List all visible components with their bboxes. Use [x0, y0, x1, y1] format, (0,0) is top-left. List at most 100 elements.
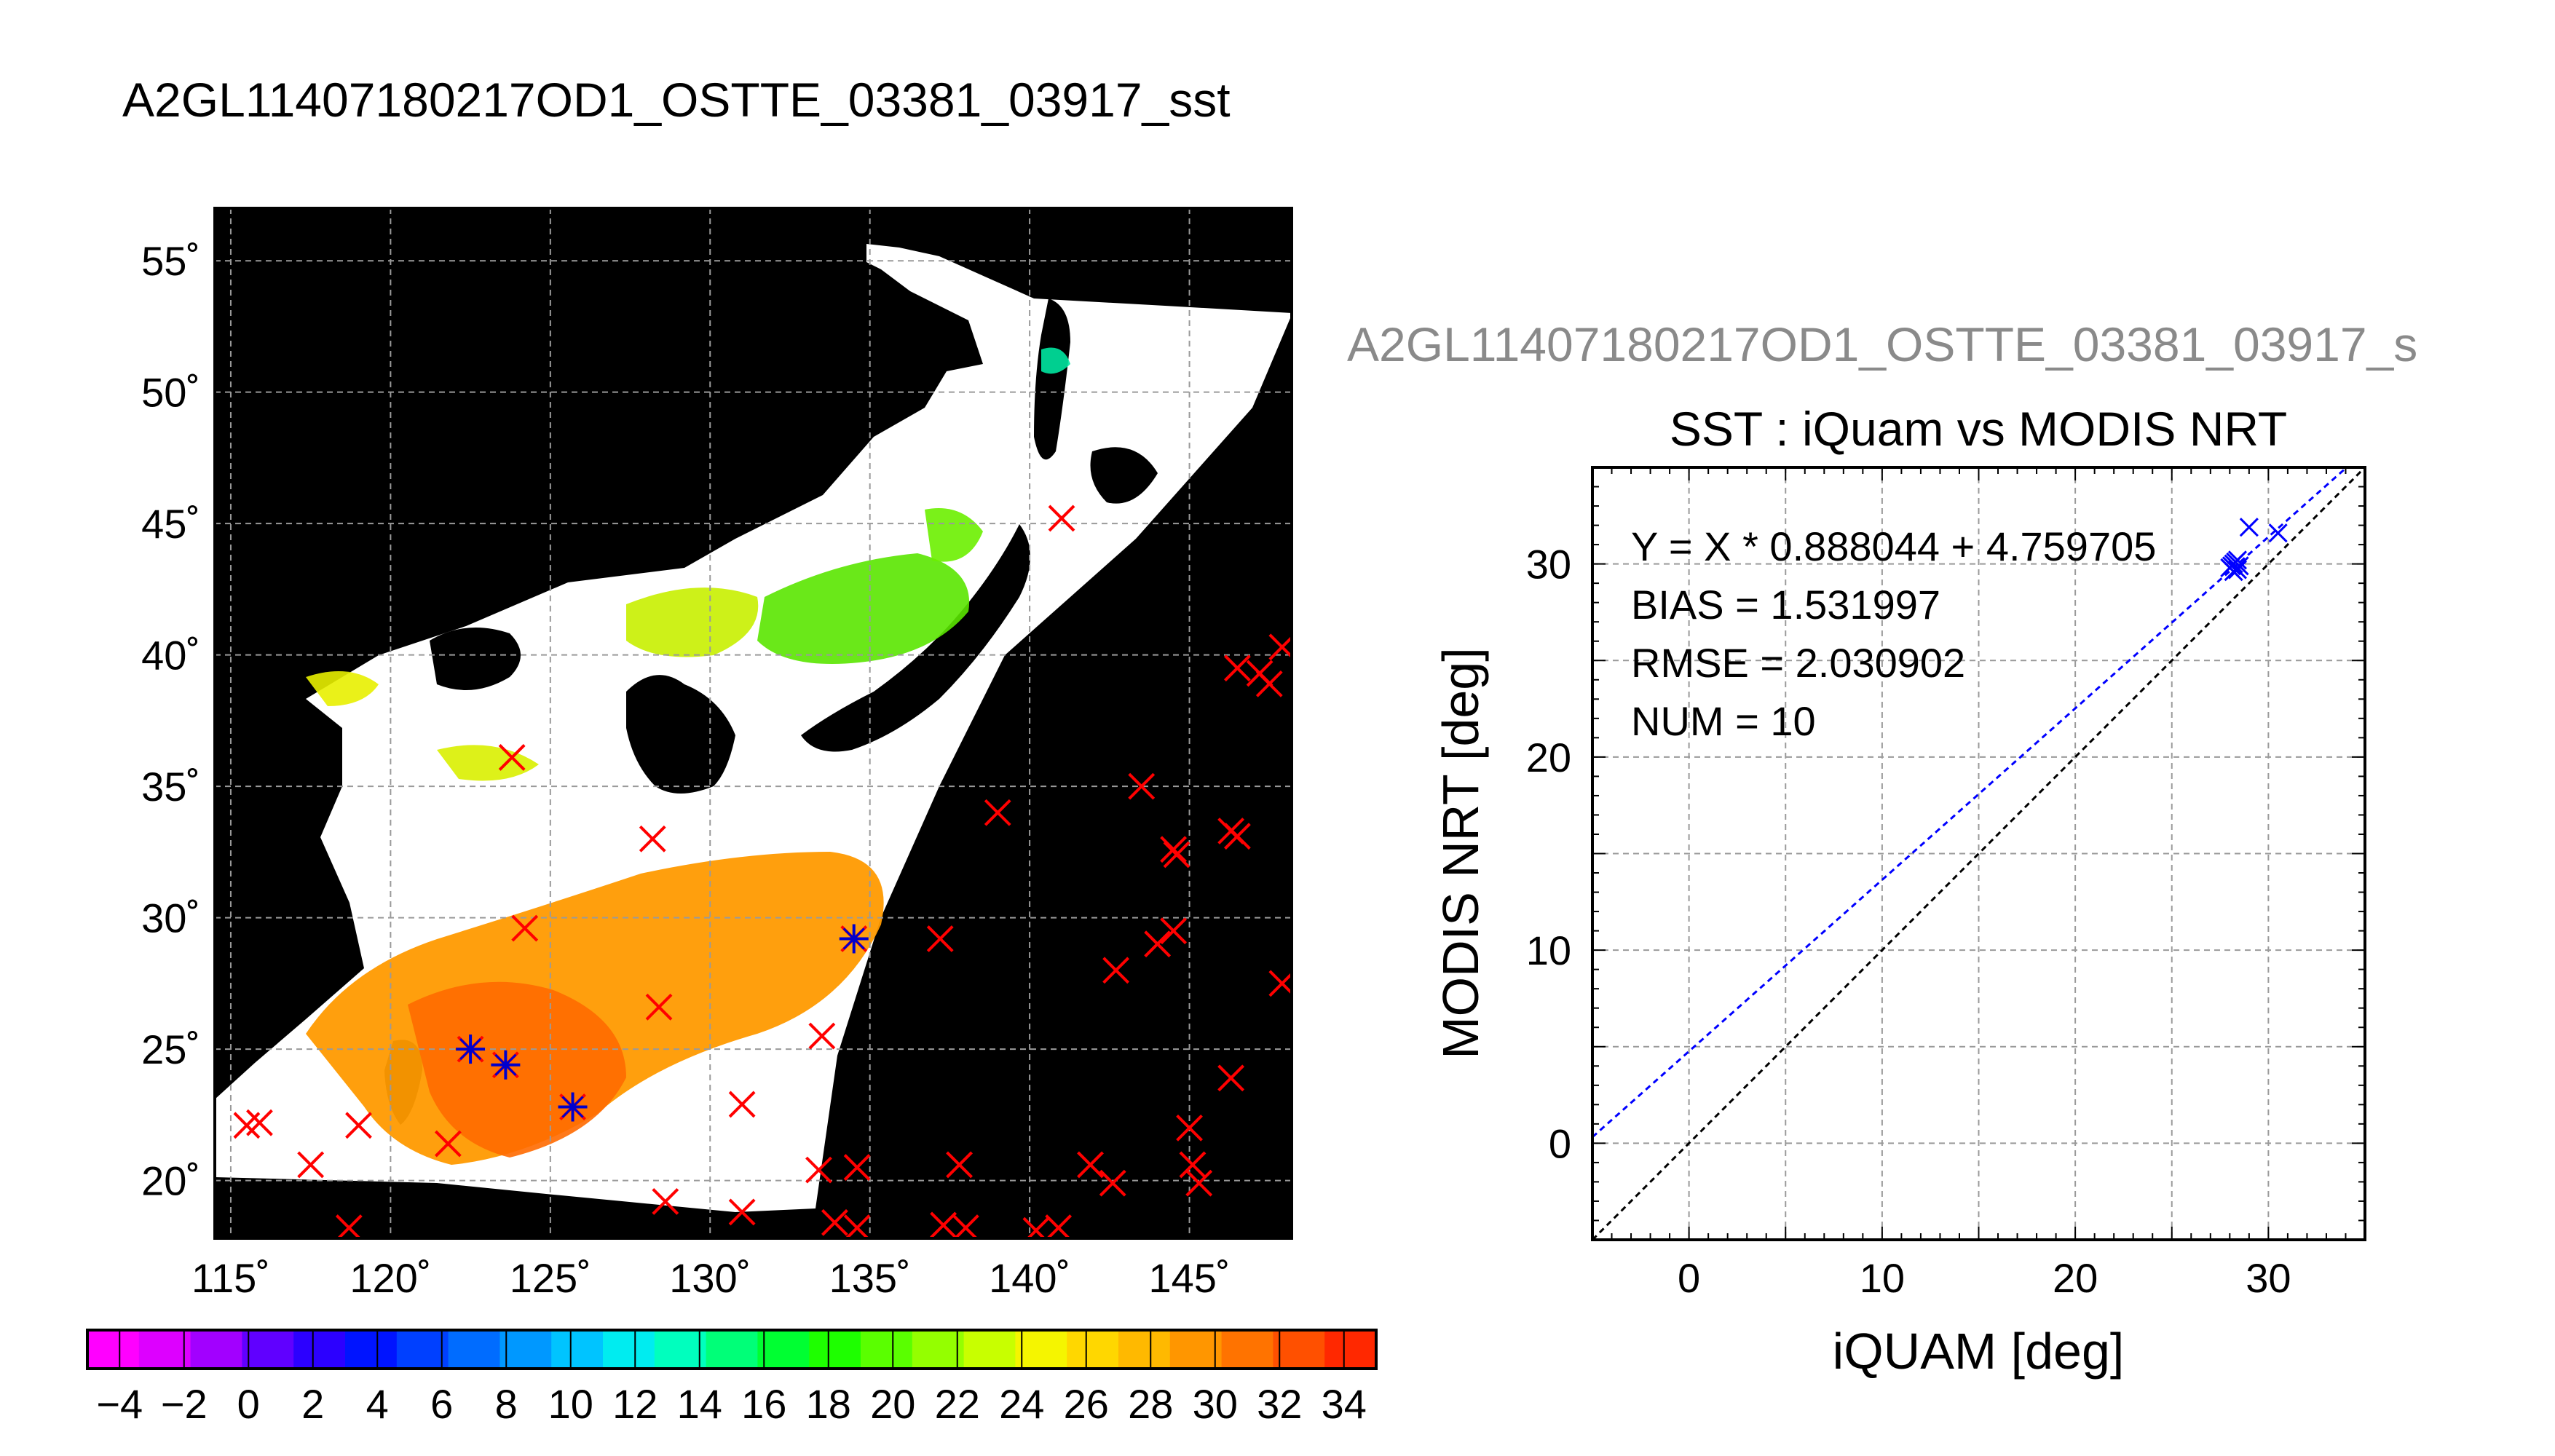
- sst-field-yellow: [306, 671, 379, 706]
- scatter-stat-line: BIAS = 1.531997: [1631, 582, 1940, 628]
- map-lat-tick-label: 25˚: [141, 1026, 200, 1072]
- unmatched-buoy-marker: [1176, 1114, 1203, 1142]
- colorbar-swatch: [448, 1330, 500, 1369]
- map-lon-tick-label: 115˚: [191, 1255, 270, 1301]
- colorbar-tick-label: 28: [1128, 1381, 1173, 1427]
- unmatched-buoy-marker: [1185, 1169, 1213, 1197]
- map-lon-tick-label: 135˚: [829, 1255, 911, 1301]
- scatter-y-tick-label: 10: [1526, 927, 1571, 973]
- colorbar-tick-label: 16: [741, 1381, 786, 1427]
- scatter-ticks: 0 10 20 30 0 10 20 30: [1526, 467, 2365, 1301]
- unmatched-buoy-marker: [1223, 823, 1251, 850]
- scatter-panel: SST : iQuam vs MODIS NRT 0 10 20 300102030 …: [1432, 402, 2366, 1380]
- unmatched-buoy-marker: [843, 1214, 871, 1238]
- unmatched-buoy-marker: [728, 1091, 756, 1118]
- unmatched-buoy-marker: [1144, 930, 1172, 958]
- unmatched-buoy-marker: [1179, 1151, 1207, 1179]
- colorbar-swatch: [499, 1330, 552, 1369]
- map-lon-tick-label: 130˚: [669, 1255, 751, 1301]
- map-lon-tick-label: 125˚: [510, 1255, 591, 1301]
- scatter-x-tick-label: 20: [2053, 1255, 2098, 1301]
- colorbar: −4 −2 0 2 4 6 8 10 12 14 16 18 20 22 24 26 28 30 32 34: [86, 1329, 1378, 1427]
- colorbar-tick-label: 20: [870, 1381, 915, 1427]
- unmatched-buoy-marker: [246, 1109, 273, 1136]
- unmatched-buoy-marker: [1223, 654, 1251, 682]
- matched-buoy-marker: [558, 1092, 588, 1122]
- unmatched-buoy-marker: [728, 1198, 756, 1226]
- unmatched-buoy-marker: [335, 1214, 363, 1238]
- scatter-grid: [1592, 467, 2365, 1240]
- matched-buoy-marker: [456, 1034, 486, 1064]
- unmatched-buoy-marker: [639, 825, 666, 852]
- unmatched-buoy-marker: [952, 1214, 979, 1238]
- colorbar-tick-label: 24: [999, 1381, 1044, 1427]
- unmatched-buoy-marker: [297, 1151, 325, 1179]
- map-lat-tick-label: 40˚: [141, 633, 200, 678]
- scatter-stat-line: NUM = 10: [1631, 698, 1816, 744]
- colorbar-swatch: [87, 1330, 140, 1369]
- colorbar-tick-label: 34: [1322, 1381, 1367, 1427]
- unmatched-buoy-marker: [1217, 1064, 1245, 1092]
- colorbar-swatch: [1015, 1330, 1067, 1369]
- scatter-x-tick-label: 30: [2246, 1255, 2291, 1301]
- colorbar-tick-label: 10: [548, 1381, 593, 1427]
- sst-field-yellow-2: [437, 745, 539, 781]
- unmatched-buoy-marker: [645, 993, 673, 1021]
- scatter-point: [2227, 550, 2247, 570]
- colorbar-tick-label: 12: [612, 1381, 657, 1427]
- colorbar-swatch: [1273, 1330, 1325, 1369]
- unmatched-buoy-marker: [1128, 772, 1156, 800]
- honshu-land: [801, 524, 1030, 752]
- colorbar-swatch: [912, 1330, 965, 1369]
- matched-buoy-marker: [491, 1050, 521, 1080]
- colorbar-swatch: [1221, 1330, 1273, 1369]
- korea-land: [626, 675, 735, 794]
- unmatched-buoy-marker: [930, 1211, 957, 1238]
- unmatched-buoy-marker: [926, 925, 954, 952]
- map-lat-tick-label: 45˚: [141, 501, 200, 547]
- unmatched-buoy-marker: [652, 1188, 679, 1215]
- unmatched-buoy-marker: [805, 1156, 832, 1184]
- hokkaido-land: [1090, 447, 1158, 504]
- sst-field-cyan: [1041, 347, 1070, 374]
- unmatched-buoy-marker: [498, 744, 526, 771]
- colorbar-tick-label: 30: [1193, 1381, 1238, 1427]
- colorbar-swatch: [1118, 1330, 1171, 1369]
- unmatched-buoy-marker: [1255, 670, 1283, 697]
- colorbar-swatch: [809, 1330, 861, 1369]
- unmatched-buoy-marker: [1099, 1169, 1126, 1197]
- matched-buoy-marker: [839, 924, 869, 954]
- colorbar-swatch: [963, 1330, 1016, 1369]
- unmatched-buoy-marker: [511, 914, 539, 942]
- map-grid: [215, 208, 1292, 1238]
- scatter-x-tick-label: 10: [1860, 1255, 1905, 1301]
- colorbar-tick-label: 18: [806, 1381, 851, 1427]
- map-lon-tick-label: 120˚: [350, 1255, 431, 1301]
- scatter-title: SST : iQuam vs MODIS NRT: [1670, 402, 2287, 456]
- unmatched-buoy-marker: [821, 1208, 848, 1236]
- unmatched-buoy-marker: [434, 1130, 462, 1158]
- unmatched-buoy-marker: [1160, 836, 1188, 863]
- scatter-x-tick-label: 0: [1678, 1255, 1700, 1301]
- map-latitude-labels: 55˚ 50˚ 45˚ 40˚ 35˚ 30˚ 25˚ 20˚: [141, 238, 200, 1203]
- colorbar-swatches: [87, 1330, 1377, 1369]
- scatter-point: [2224, 562, 2243, 582]
- colorbar-tick-label: 26: [1064, 1381, 1109, 1427]
- unmatched-buoy-marker: [1160, 917, 1188, 945]
- colorbar-swatch: [1324, 1330, 1377, 1369]
- unmatched-buoy-marker: [1077, 1151, 1104, 1179]
- colorbar-swatch: [603, 1330, 655, 1369]
- colorbar-frame: [86, 1329, 1378, 1370]
- unmatched-buoy-marker: [1048, 505, 1075, 532]
- map-lat-tick-label: 20˚: [141, 1158, 200, 1204]
- scatter-x-axis-label: iQUAM [deg]: [1833, 1323, 2125, 1380]
- figure-title: A2GL11407180217OD1_OSTTE_03381_03917_sst: [122, 73, 1231, 127]
- colorbar-swatch: [1067, 1330, 1119, 1369]
- sakhalin-land: [1034, 298, 1070, 460]
- scatter-stat-line: Y = X * 0.888044 + 4.759705: [1631, 523, 2156, 569]
- map-lat-tick-label: 55˚: [141, 238, 200, 284]
- colorbar-tick-label: 32: [1257, 1381, 1302, 1427]
- colorbar-tick-label: 6: [430, 1381, 453, 1427]
- unmatched-buoy-marker: [843, 1154, 871, 1181]
- colorbar-swatch: [190, 1330, 242, 1369]
